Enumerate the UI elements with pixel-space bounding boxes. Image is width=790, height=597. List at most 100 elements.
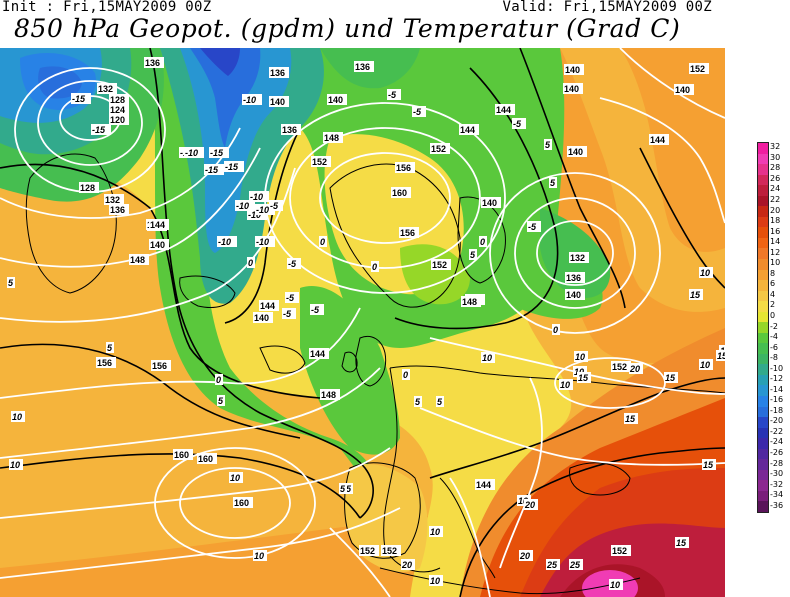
colorbar-label: 32 [770, 142, 781, 152]
svg-text:15: 15 [703, 460, 714, 470]
svg-text:0: 0 [553, 325, 558, 335]
colorbar-segment [758, 290, 768, 302]
colorbar-segment [758, 396, 768, 408]
svg-text:128: 128 [110, 95, 125, 105]
colorbar-segment [758, 353, 768, 365]
geopotential-label: 160 [173, 449, 193, 460]
colorbar-segment [758, 438, 768, 450]
svg-text:0: 0 [216, 375, 221, 385]
svg-text:25: 25 [569, 560, 581, 570]
chart-title: 850 hPa Geopot. (gpdm) und Temperatur (G… [14, 14, 681, 43]
colorbar-label: -4 [770, 332, 778, 342]
temperature-label: 15 [577, 372, 591, 383]
svg-text:152: 152 [690, 64, 705, 74]
temperature-label: -5 [287, 258, 301, 269]
temperature-label: -5 [269, 200, 283, 211]
colorbar-segment [758, 417, 768, 429]
valid-time: Valid: Fri,15MAY2009 00Z [502, 0, 712, 15]
temperature-label: 10 [429, 526, 443, 537]
temperature-label: 5 [106, 342, 114, 353]
geopotential-label: 160 [233, 497, 253, 508]
colorbar-segment [758, 237, 768, 249]
svg-text:140: 140 [254, 313, 269, 323]
svg-text:-5: -5 [413, 107, 422, 117]
temperature-labels: -15-15-15-15-15-15-10-10-10-10-10-10-10-… [7, 89, 725, 590]
geopotential-label: 152 [689, 63, 709, 74]
svg-text:10: 10 [430, 576, 440, 586]
colorbar-label: -24 [770, 437, 784, 447]
svg-text:-15: -15 [92, 125, 106, 135]
svg-text:160: 160 [198, 454, 213, 464]
geopotential-label: 152 [431, 259, 451, 270]
svg-text:5: 5 [218, 396, 224, 406]
colorbar-label: 2 [770, 300, 776, 310]
svg-text:15: 15 [717, 351, 725, 361]
svg-text:5: 5 [415, 397, 421, 407]
svg-text:140: 140 [566, 290, 581, 300]
svg-text:15: 15 [690, 290, 701, 300]
temperature-label: 10 [253, 550, 267, 561]
temperature-label: -15 [204, 164, 224, 175]
svg-text:148: 148 [462, 297, 477, 307]
svg-text:140: 140 [564, 84, 579, 94]
svg-text:-10: -10 [185, 148, 198, 158]
svg-text:5: 5 [346, 484, 352, 494]
temperature-label: 5 [549, 177, 557, 188]
temperature-label: 15 [716, 350, 725, 361]
svg-text:5: 5 [550, 178, 556, 188]
colorbar-segment [758, 143, 768, 155]
svg-text:10: 10 [700, 360, 710, 370]
svg-text:152: 152 [360, 546, 375, 556]
svg-text:136: 136 [110, 205, 125, 215]
svg-text:136: 136 [282, 125, 297, 135]
svg-text:0: 0 [403, 370, 408, 380]
colorbar-label: 30 [770, 152, 781, 162]
temperature-label: 20 [629, 363, 643, 374]
svg-text:10: 10 [575, 352, 585, 362]
colorbar-label: 22 [770, 194, 781, 204]
colorbar-segment [758, 311, 768, 323]
svg-text:10: 10 [430, 527, 440, 537]
svg-text:148: 148 [324, 133, 339, 143]
temperature-label: -10 [255, 236, 275, 247]
svg-text:5: 5 [340, 484, 346, 494]
temperature-label: 10 [229, 472, 243, 483]
colorbar-segment [758, 164, 768, 176]
colorbar-label: 16 [770, 226, 781, 236]
colorbar-segment [758, 216, 768, 228]
geopotential-label: 148 [129, 254, 149, 265]
svg-text:-5: -5 [286, 293, 295, 303]
svg-text:20: 20 [629, 364, 640, 374]
geopotential-label: 156 [395, 162, 415, 173]
geopotential-label: 160 [391, 187, 411, 198]
colorbar-segment [758, 185, 768, 197]
svg-text:144: 144 [260, 301, 275, 311]
svg-text:156: 156 [396, 163, 411, 173]
svg-text:5: 5 [107, 343, 113, 353]
colorbar-label: -10 [770, 363, 784, 373]
temperature-label: -10 [242, 94, 262, 105]
svg-text:10: 10 [230, 473, 240, 483]
colorbar-label: 8 [770, 268, 776, 278]
colorbar-label: -6 [770, 342, 778, 352]
geopotential-label: 136 [565, 272, 585, 283]
temperature-label: 20 [519, 550, 533, 561]
geopotential-label: 140 [674, 84, 694, 95]
svg-text:-15: -15 [72, 94, 86, 104]
geopotential-label: 140 [481, 197, 501, 208]
svg-text:10: 10 [518, 496, 528, 506]
svg-text:152: 152 [382, 546, 397, 556]
temperature-label: 25 [569, 559, 583, 570]
svg-text:140: 140 [568, 147, 583, 157]
svg-text:-5: -5 [288, 259, 297, 269]
temperature-label: 5 [339, 483, 347, 494]
svg-text:10: 10 [610, 580, 620, 590]
temperature-label: 5 [544, 139, 552, 150]
temperature-label: -10 [184, 147, 204, 158]
temperature-label: -5 [282, 308, 296, 319]
temperature-label: 15 [702, 459, 716, 470]
geopotential-label: 144 [495, 104, 515, 115]
temperature-label: 0 [319, 236, 327, 247]
svg-text:20: 20 [519, 551, 530, 561]
colorbar-segment [758, 269, 768, 281]
